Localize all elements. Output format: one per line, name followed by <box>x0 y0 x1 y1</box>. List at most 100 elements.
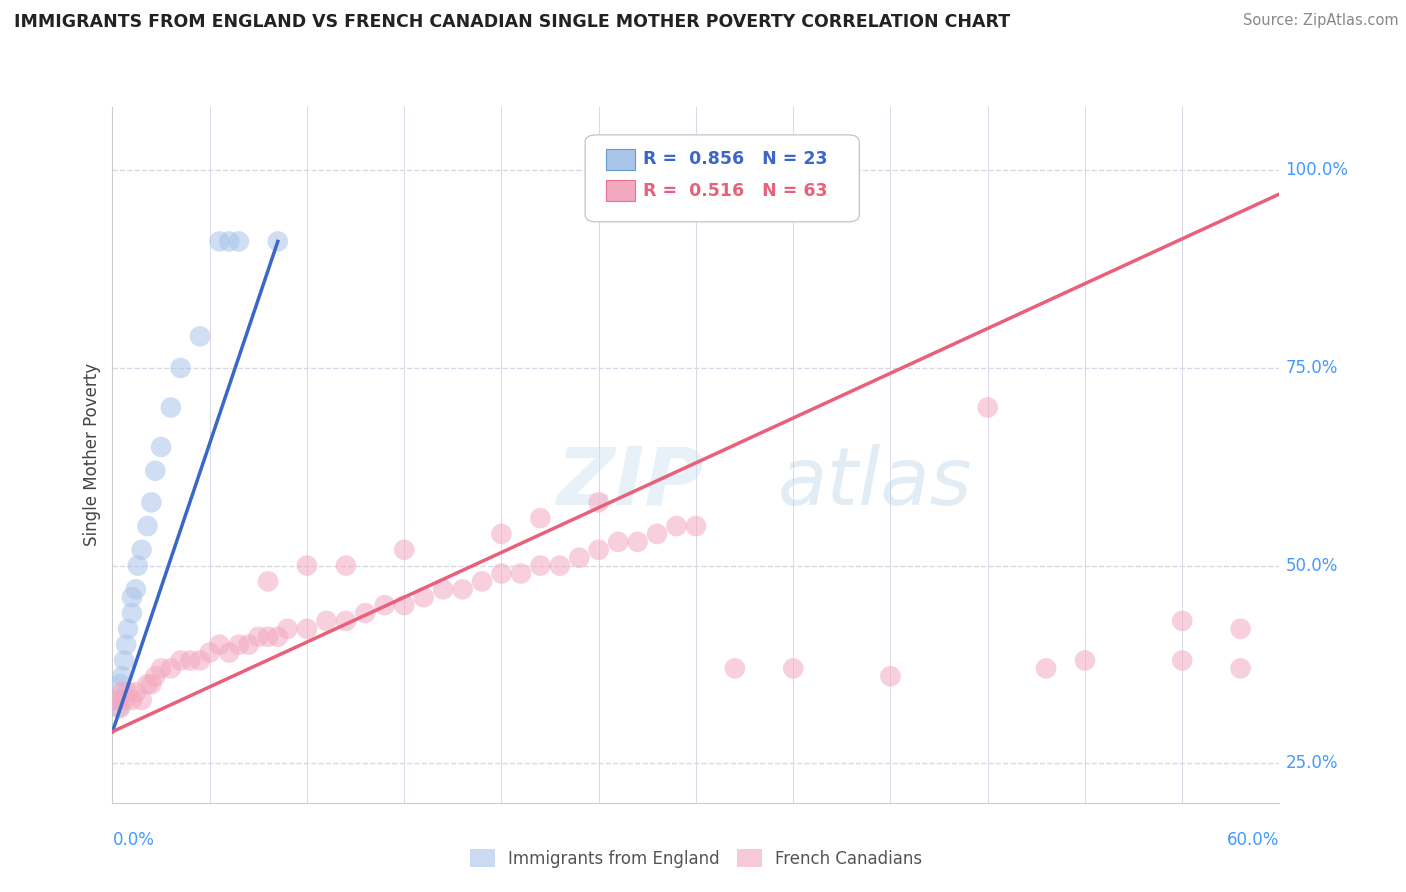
Point <box>150 661 173 675</box>
Legend: Immigrants from England, French Canadians: Immigrants from England, French Canadian… <box>463 842 929 874</box>
Point <box>228 638 250 652</box>
Text: R =  0.516   N = 63: R = 0.516 N = 63 <box>644 182 828 200</box>
Point <box>257 630 280 644</box>
Point <box>392 542 416 557</box>
Point <box>110 677 132 691</box>
Point <box>125 582 148 597</box>
Point <box>121 591 143 605</box>
Point <box>295 558 318 573</box>
Point <box>374 598 396 612</box>
Point <box>879 669 901 683</box>
Point <box>121 606 143 620</box>
Point <box>1035 661 1057 675</box>
Point <box>335 614 357 628</box>
Point <box>198 646 221 660</box>
Point <box>143 669 166 683</box>
Text: ZIP: ZIP <box>555 443 703 522</box>
Point <box>568 550 591 565</box>
Point <box>267 235 290 249</box>
Point <box>1229 661 1251 675</box>
Point <box>218 646 240 660</box>
Point <box>1229 622 1251 636</box>
Point <box>110 701 132 715</box>
Point <box>1171 614 1194 628</box>
Point <box>412 591 434 605</box>
Point <box>588 495 610 509</box>
Point <box>141 677 163 691</box>
Point <box>782 661 804 675</box>
Point <box>127 558 149 573</box>
FancyBboxPatch shape <box>606 149 636 169</box>
Point <box>529 511 551 525</box>
Point <box>160 401 183 415</box>
Point <box>117 685 139 699</box>
Point <box>160 661 183 675</box>
Point <box>548 558 571 573</box>
Point <box>335 558 357 573</box>
Point <box>188 653 211 667</box>
Point <box>121 693 143 707</box>
Point <box>471 574 494 589</box>
Text: 25.0%: 25.0% <box>1285 755 1337 772</box>
Point <box>247 630 270 644</box>
Point <box>315 614 337 628</box>
Point <box>112 653 135 667</box>
Point <box>257 574 280 589</box>
Point <box>295 622 318 636</box>
FancyBboxPatch shape <box>606 180 636 201</box>
Point <box>143 464 166 478</box>
Point <box>354 606 377 620</box>
Point <box>491 527 513 541</box>
Point <box>131 542 153 557</box>
Y-axis label: Single Mother Poverty: Single Mother Poverty <box>83 363 101 547</box>
Point <box>228 235 250 249</box>
Point <box>107 693 129 707</box>
Point <box>112 693 135 707</box>
Text: 60.0%: 60.0% <box>1227 830 1279 848</box>
Point <box>665 519 688 533</box>
Point <box>208 638 231 652</box>
Point <box>1074 653 1097 667</box>
Text: Source: ZipAtlas.com: Source: ZipAtlas.com <box>1243 13 1399 29</box>
Text: 100.0%: 100.0% <box>1285 161 1348 179</box>
Point <box>491 566 513 581</box>
Text: 0.0%: 0.0% <box>112 830 155 848</box>
Point <box>238 638 260 652</box>
FancyBboxPatch shape <box>585 135 859 222</box>
Point <box>509 566 531 581</box>
Text: 75.0%: 75.0% <box>1285 359 1337 377</box>
Point <box>685 519 707 533</box>
Point <box>169 653 191 667</box>
Point <box>115 638 138 652</box>
Point <box>276 622 298 636</box>
Point <box>267 630 290 644</box>
Point <box>111 685 134 699</box>
Point <box>208 235 231 249</box>
Point <box>588 542 610 557</box>
Point <box>607 535 630 549</box>
Point <box>645 527 668 541</box>
Point <box>1171 653 1194 667</box>
Point <box>179 653 201 667</box>
Point <box>111 669 134 683</box>
Point <box>218 235 240 249</box>
Point <box>107 693 129 707</box>
Text: 50.0%: 50.0% <box>1285 557 1337 574</box>
Point <box>451 582 474 597</box>
Point <box>392 598 416 612</box>
Point <box>529 558 551 573</box>
Text: R =  0.856   N = 23: R = 0.856 N = 23 <box>644 150 828 169</box>
Point <box>141 495 163 509</box>
Point <box>136 677 159 691</box>
Point <box>131 693 153 707</box>
Point <box>117 622 139 636</box>
Point <box>724 661 747 675</box>
Point <box>136 519 159 533</box>
Point <box>125 685 148 699</box>
Point <box>626 535 648 549</box>
Point <box>150 440 173 454</box>
Point <box>107 701 129 715</box>
Point <box>188 329 211 343</box>
Text: atlas: atlas <box>778 443 973 522</box>
Point <box>169 360 191 375</box>
